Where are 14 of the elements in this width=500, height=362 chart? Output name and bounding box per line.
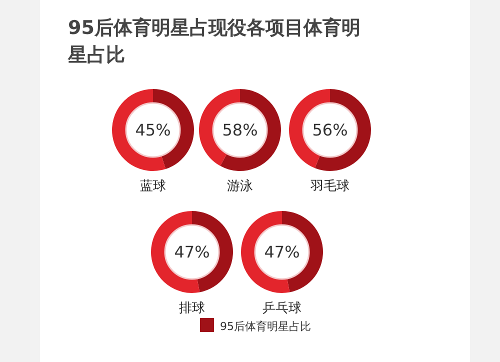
text: 乒乓球	[262, 301, 302, 316]
text: 56%	[312, 120, 348, 140]
text: 游泳	[227, 178, 253, 194]
text: 47%	[174, 242, 210, 262]
text: 羽毛球	[310, 179, 350, 194]
donut-slice	[314, 89, 371, 171]
text: 排球	[179, 301, 205, 316]
donut-slice	[220, 89, 281, 171]
legend-label: 95后体育明星占比	[220, 320, 311, 333]
chart-title: 95后体育明星占现役各项目体育明星占比	[67, 17, 360, 66]
text: 47%	[264, 242, 300, 262]
text: 58%	[222, 120, 258, 140]
text: 45%	[135, 120, 171, 140]
text: 蓝球	[140, 179, 166, 194]
